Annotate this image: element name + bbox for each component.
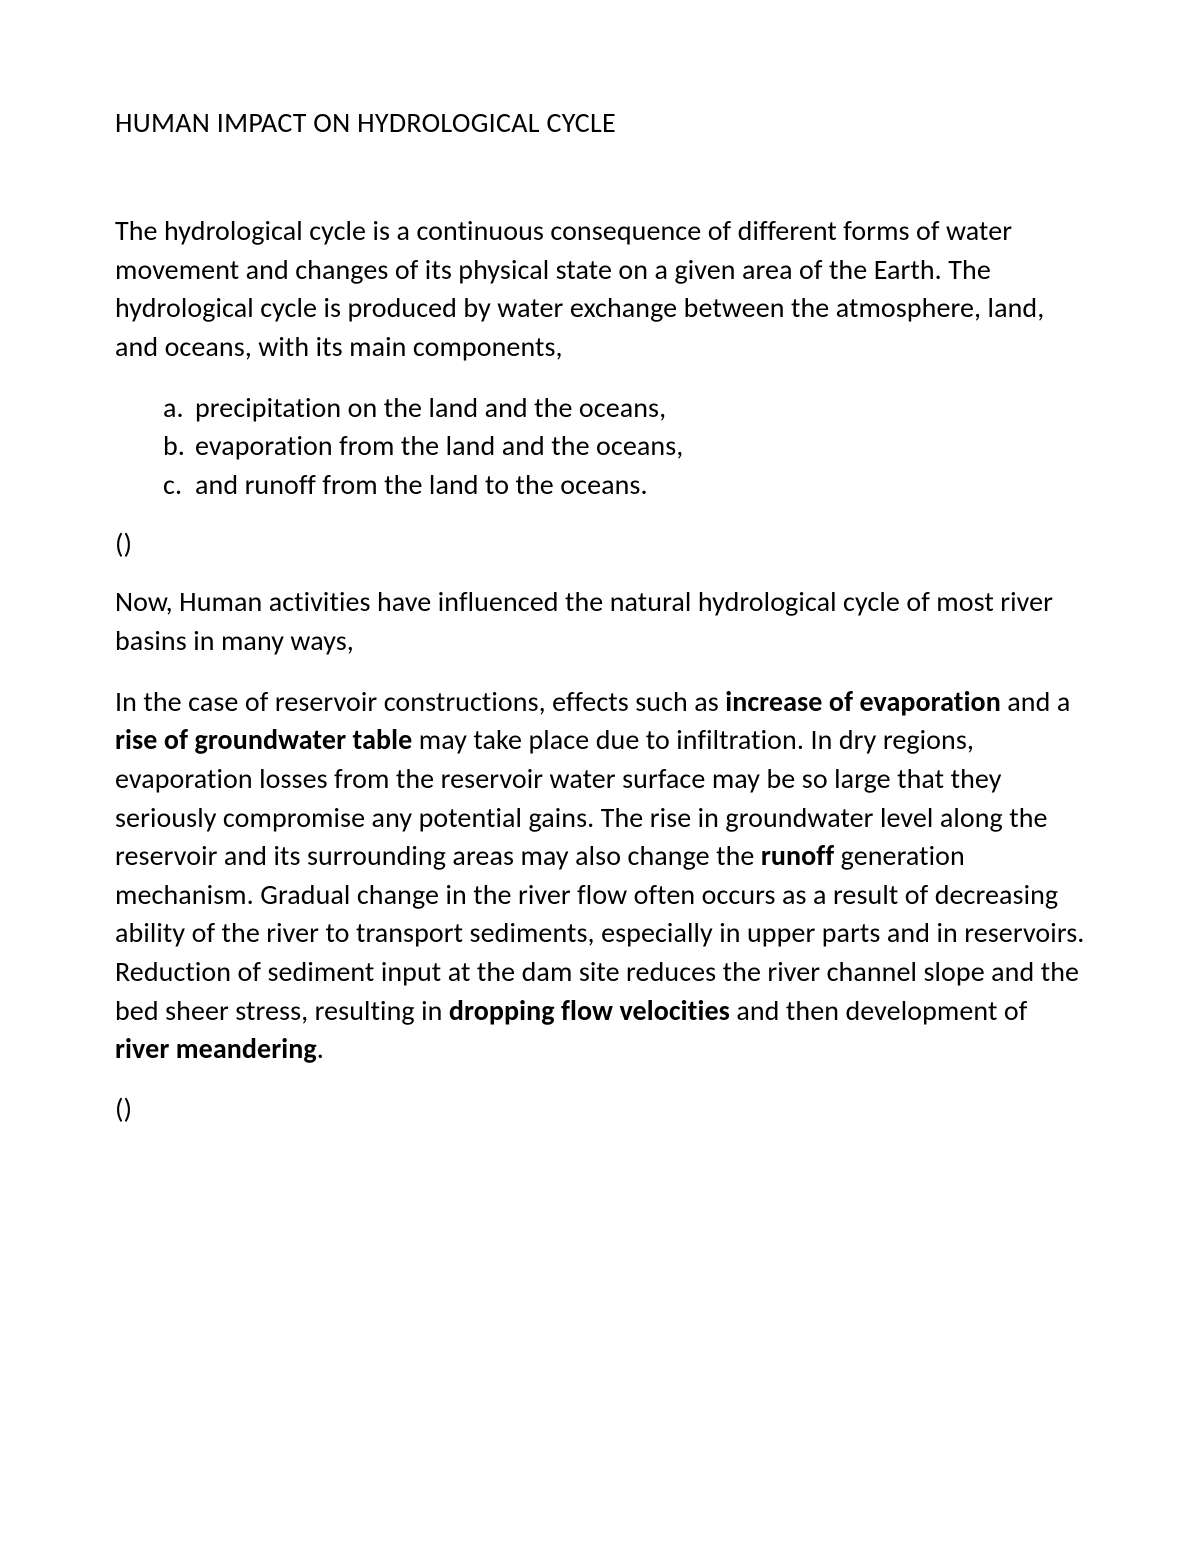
plain-text: and then development of: [730, 993, 1027, 1028]
empty-parentheses: (): [115, 1091, 1085, 1126]
plain-text: In the case of reservoir constructions, …: [115, 684, 725, 719]
bold-text: increase of evaporation: [725, 684, 1001, 719]
bold-text: rise of groundwater table: [115, 722, 412, 757]
empty-parentheses: (): [115, 526, 1085, 561]
bold-text: runoff: [761, 838, 834, 873]
list-item: b. evaporation from the land and the oce…: [163, 427, 1085, 466]
list-marker: a.: [163, 389, 184, 428]
reservoir-paragraph: In the case of reservoir constructions, …: [115, 683, 1085, 1069]
intro-paragraph: The hydrological cycle is a continuous c…: [115, 212, 1085, 367]
list-text: evaporation from the land and the oceans…: [195, 428, 683, 463]
list-marker: b.: [163, 427, 185, 466]
bold-text: river meandering: [115, 1031, 317, 1066]
plain-text: .: [317, 1031, 324, 1066]
document-title: HUMAN IMPACT ON HYDROLOGICAL CYCLE: [115, 105, 1085, 140]
list-item: c. and runoff from the land to the ocean…: [163, 466, 1085, 505]
components-list: a. precipitation on the land and the oce…: [115, 389, 1085, 505]
plain-text: and a: [1001, 684, 1071, 719]
list-text: precipitation on the land and the oceans…: [195, 390, 666, 425]
list-marker: c.: [163, 466, 182, 505]
list-item: a. precipitation on the land and the oce…: [163, 389, 1085, 428]
bold-text: dropping flow velocities: [449, 993, 730, 1028]
transition-paragraph: Now, Human activities have influenced th…: [115, 583, 1085, 660]
list-text: and runoff from the land to the oceans.: [195, 467, 648, 502]
